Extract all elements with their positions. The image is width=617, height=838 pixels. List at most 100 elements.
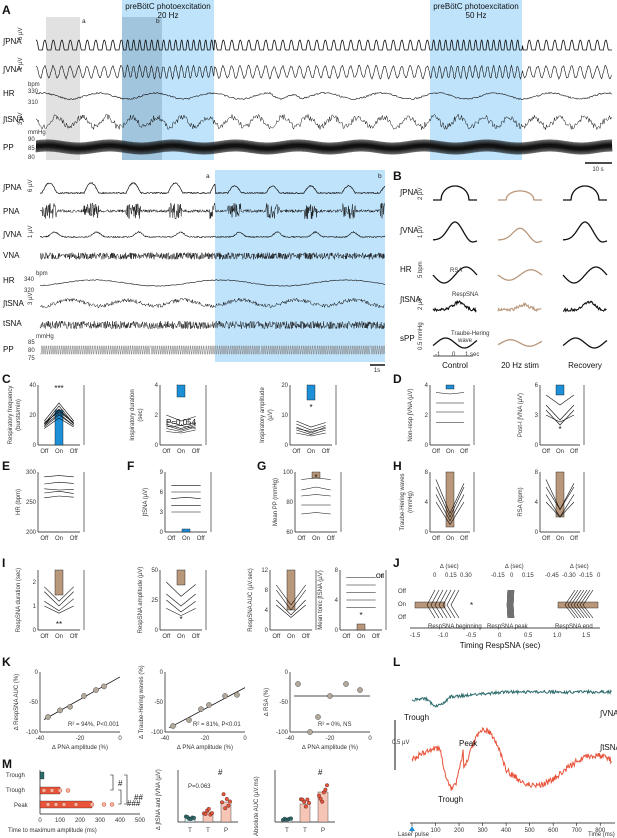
k-xlabel-1: ∆ PNA amplitude (%) [177,744,233,751]
m-xtick-1: 100 [55,818,66,824]
b-hr-1 [497,269,543,281]
overview-traces [35,39,613,155]
h2-line-3 [545,479,575,511]
d1-title-0: Non-resp ∫VNA (µV) [407,388,414,441]
b-hr-2 [562,266,608,284]
c2-line-5 [166,423,196,429]
zoom-unit-vna: 1 µV [28,226,34,238]
zoom-tick-pp-80: 80 [28,348,35,354]
l-label-trough-tsna: Trough [438,795,463,804]
k-point-0-5 [101,683,107,690]
h1-cat-0: Off [432,536,440,542]
c1-ytick-0: 0 [33,443,37,449]
h2-cat-0: Off [542,536,550,542]
overview-label-pp: PP [3,143,14,152]
b-col-control: Control [442,361,468,370]
zoom-label-itsna: ∫tSNA [2,299,25,308]
f1-cat-2: Off [197,536,205,542]
k-ylabel-2: ∆ RSA (%) [263,688,270,716]
j-top3-0: -0.45 [545,573,559,579]
i1-line-2 [44,586,74,602]
l-xtick-2: 200 [454,828,465,834]
j-beg-line-4 [442,589,452,619]
m-delta-plot-dot-1-1 [203,811,208,816]
j-row-off1: Off [398,589,406,595]
panel-f-letter: F [127,459,134,473]
c1-line-3 [44,414,74,428]
k-ytick-1-2: 0 [160,670,164,676]
m-dot-trough-1 [49,788,55,793]
b-row-spp: sPP [400,334,415,343]
b-ann-rsa: RSA [450,268,462,274]
l-laser-label: Laser pulse [398,832,430,838]
panel-l-laser-response: 0100200300400500600700800 [394,688,615,834]
j-xt-2: -0.5 [466,633,477,639]
j-sub-beginning: RespSNA beginning [428,624,482,630]
j-delta-2: ∆ (sec) [505,563,524,570]
e1-line-0 [44,481,74,485]
zoom-unit-pna: 6 µV [28,180,34,192]
panel-j-letter: J [393,556,400,570]
i5-ytick-2: 8 [335,568,339,574]
d1-cat-2: Off [460,449,468,455]
j-peak-line-4 [510,589,513,619]
k-xtick-2-0: -40 [286,736,295,742]
trace-overview-vna [35,64,612,81]
zoom-label-hr: HR [3,276,15,285]
b-pna-1 [498,190,542,201]
trace-zoom-itsna [39,297,385,309]
m-auc-plot-dot-1-5 [307,800,311,805]
c2-ytick-0: 0 [155,443,159,449]
selection-box-a [46,17,80,160]
i4-cat-0: Off [376,574,384,580]
m-auc-plot-dot-1-3 [303,804,308,809]
m-delta-plot-dot-2-2 [223,806,228,811]
c3-line-0 [296,426,326,434]
overview-unit-vna: 1 µV [18,58,24,70]
overview-unit-pp: mmHg [28,130,46,136]
m-sig2: ## [134,793,143,802]
b-spp-1 [497,339,543,347]
j-end-line-1 [567,589,579,619]
m-y2: ∆ ∫tSNA and ∫VNA (µV) [155,769,162,830]
zoom-unit-hr: bpm [36,271,48,277]
c1-cat-2: Off [70,449,78,455]
m-auc-plot-bar-1 [299,803,311,823]
c3-delta-bar [306,384,316,401]
d2-ytick-0: 0 [535,443,539,449]
b-unit-spp: 0.5 mmHg [418,322,424,350]
f1-ytick-3: 9 [160,470,164,476]
m-row-trough1: Trough [6,773,25,779]
d1-cat-0: Off [432,449,440,455]
k-stat-2: R² = 0%, NS [318,722,352,728]
i3-title-0: RespSNA AUC (µV.sec) [248,568,254,632]
m-auc-plot-dot-2-5 [325,783,329,788]
k-ytick-0-1: -50 [29,700,38,706]
c2-delta-bar [176,384,186,398]
e1-title-0: HR (bpm) [16,489,22,515]
j-peak-line-2 [508,589,511,619]
c2-sig: P=0.054 [166,418,197,427]
zoom-b-label: b [378,173,382,180]
j-top1-1: 0.15 [445,573,457,579]
e1-ytick-2: 300 [26,470,37,476]
c1-line-0 [44,405,74,425]
i1-line-3 [44,605,74,614]
d1-line-3 [435,392,465,395]
k-xtick-0-2: 0 [118,736,122,742]
g1-ytick-0: 60 [286,530,293,536]
m-delta-plot-dot-1-5 [210,811,214,816]
b-unit-hr: 5 bpm [418,261,424,278]
k-ytick-2-2: 0 [285,670,289,676]
b-ann-wave: wave [457,338,473,344]
m-delta-plot-dot-2-3 [224,797,229,801]
h2-ytick-1: 4 [535,500,539,506]
overview-label-pna: ∫PNA [2,37,22,46]
m-y3: Absolute AUC (µV.ms) [254,776,260,836]
k-point-1-3 [206,702,212,708]
l-xlabel: Time (ms) [588,832,615,838]
trace-zoom-ipna [39,181,386,195]
j-top3-2: -0.15 [579,573,593,579]
